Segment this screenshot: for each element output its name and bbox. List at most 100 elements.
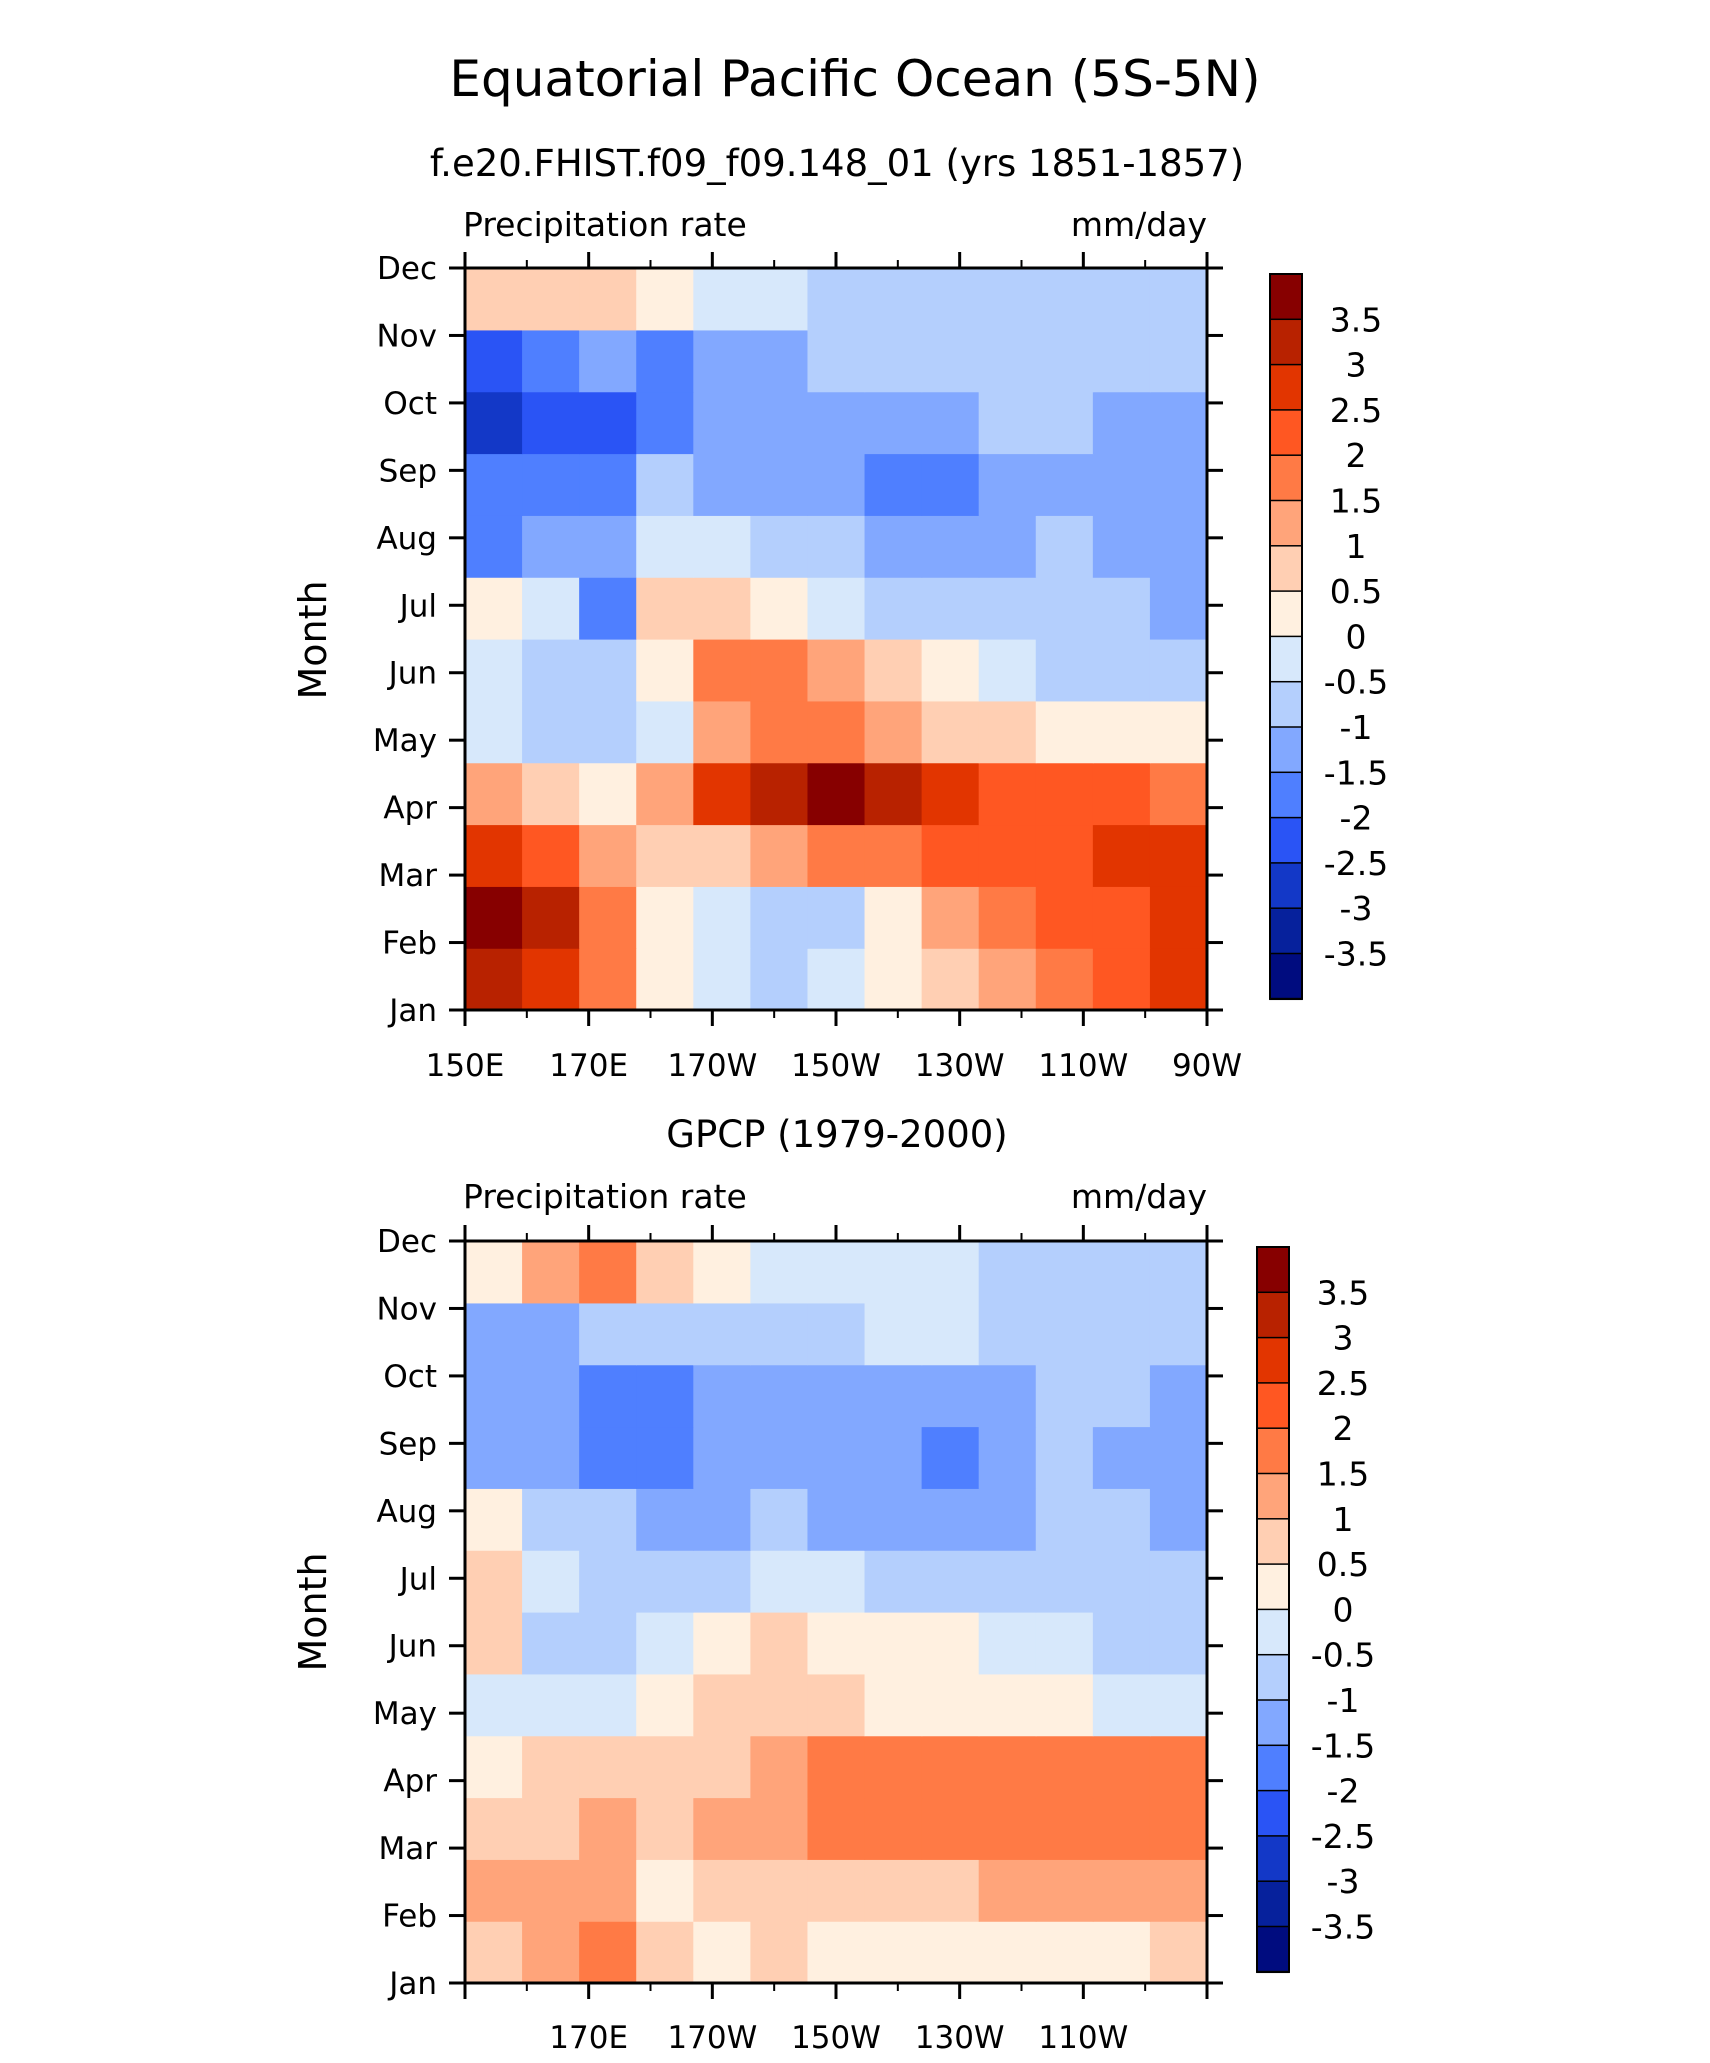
heatmap-cell (693, 1426, 751, 1489)
heatmap-cell (864, 1797, 923, 1860)
heatmap-cell (465, 329, 523, 393)
heatmap-cell (522, 577, 580, 640)
heatmap-cell (1092, 639, 1151, 702)
heatmap-cell (1092, 1488, 1151, 1551)
colorbar-segment (1269, 952, 1303, 1001)
p1-cb-label-6: 0.5 (1330, 572, 1382, 611)
heatmap-cell (1149, 762, 1208, 826)
heatmap-cell (1149, 391, 1208, 455)
heatmap-cell (465, 1364, 523, 1428)
p2-cb-label-13: -3 (1327, 1862, 1360, 1901)
heatmap-cell (921, 762, 980, 826)
heatmap-cell (1035, 1302, 1094, 1366)
heatmap-cell (465, 1302, 523, 1366)
heatmap-cell (750, 1488, 809, 1551)
colorbar-segment (1256, 1744, 1290, 1792)
heatmap-cell (465, 1921, 523, 1984)
heatmap-cell (864, 1426, 923, 1489)
heatmap-cell (579, 639, 637, 702)
heatmap-cell (807, 1735, 866, 1799)
p1-xtick-150w: 150W (791, 1048, 881, 1084)
p2-xtick-150w: 150W (791, 2020, 881, 2056)
heatmap-cell (750, 948, 809, 1011)
heatmap-cell (579, 886, 637, 949)
heatmap-cell (864, 762, 923, 826)
heatmap-cell (978, 1673, 1037, 1737)
heatmap-cell (807, 1302, 866, 1366)
heatmap-cell (693, 1859, 751, 1922)
heatmap-cell (465, 1612, 523, 1675)
heatmap-cell (807, 1612, 866, 1675)
panel-1-left-label: Precipitation rate (463, 205, 747, 244)
heatmap-cell (750, 1859, 809, 1922)
heatmap-cell (750, 886, 809, 949)
p1-xtick-90w: 90W (1172, 1048, 1242, 1084)
p2-cb-label-5: 1 (1333, 1500, 1354, 1539)
heatmap-cell (1092, 762, 1151, 826)
heatmap-cell (978, 886, 1037, 949)
heatmap-cell (1035, 700, 1094, 764)
heatmap-cell (579, 329, 637, 393)
heatmap-cell (693, 1921, 751, 1984)
heatmap-cell (1035, 762, 1094, 826)
heatmap-cell (693, 1488, 751, 1551)
colorbar-segment (1256, 1789, 1290, 1838)
heatmap-cell (693, 1673, 751, 1737)
heatmap-cell (465, 1241, 523, 1304)
heatmap-cell (465, 1859, 523, 1922)
heatmap-cell (579, 1241, 637, 1304)
heatmap-cell (1035, 886, 1094, 949)
heatmap-cell (1092, 268, 1151, 331)
heatmap-cell (1035, 1612, 1094, 1675)
heatmap-cell (1149, 700, 1208, 764)
heatmap-cell (1035, 1241, 1094, 1304)
colorbar-segment (1256, 1563, 1290, 1611)
heatmap-cell (636, 1364, 694, 1428)
heatmap-cell (636, 1797, 694, 1860)
heatmap-cell (807, 391, 866, 455)
panel-1-colorbar-labels: 3.5 3 2.5 2 1.5 1 0.5 0 -0.5 -1 -1.5 -2 … (1324, 300, 1388, 973)
heatmap-cell (465, 1673, 523, 1737)
heatmap-cell (864, 948, 923, 1011)
heatmap-cell (807, 1797, 866, 1860)
heatmap-cell (522, 1859, 580, 1922)
panel-1: f.e20.FHIST.f09_f09.148_01 (yrs 1851-185… (291, 142, 1388, 1084)
p1-ytick-feb: Feb (382, 926, 437, 962)
panel-2-left-label: Precipitation rate (463, 1177, 747, 1216)
heatmap-cell (1035, 948, 1094, 1011)
p1-ytick-jul: Jul (398, 588, 437, 624)
heatmap-cell (465, 1488, 523, 1551)
heatmap-cell (1035, 453, 1094, 516)
p2-ytick-feb: Feb (382, 1899, 437, 1935)
heatmap-cell (864, 515, 923, 578)
panel-2-colorbar (1256, 1246, 1290, 1974)
heatmap-cell (579, 700, 637, 764)
heatmap-cell (465, 268, 523, 331)
heatmap-cell (579, 1550, 637, 1613)
heatmap-cell (465, 1797, 523, 1860)
panel-2-y-tick-labels: Jan Feb Mar Apr May Jun Jul Aug Sep Oct … (373, 1224, 437, 2002)
panel-1-y-tick-labels: Jan Feb Mar Apr May Jun Jul Aug Sep Oct … (373, 251, 437, 1029)
heatmap-cell (465, 700, 523, 764)
p1-cb-label-4: 1.5 (1330, 482, 1382, 521)
heatmap-cell (693, 1612, 751, 1675)
p2-ytick-aug: Aug (376, 1494, 437, 1530)
panel-2-x-tick-labels: 170E 170W 150W 130W 110W (549, 2020, 1128, 2056)
heatmap-cell (807, 329, 866, 393)
heatmap-cell (636, 762, 694, 826)
p2-cb-label-6: 0.5 (1317, 1545, 1369, 1584)
heatmap-cell (921, 700, 980, 764)
heatmap-cell (750, 268, 809, 331)
colorbar-segment (1269, 590, 1303, 638)
heatmap-cell (807, 948, 866, 1011)
heatmap-cell (522, 639, 580, 702)
heatmap-cell (579, 1735, 637, 1799)
heatmap-cell (522, 1426, 580, 1489)
heatmap-cell (636, 1673, 694, 1737)
heatmap-cell (978, 1797, 1037, 1860)
p1-ytick-may: May (373, 723, 437, 759)
heatmap-cell (864, 1921, 923, 1984)
heatmap-cell (522, 700, 580, 764)
heatmap-cell (1035, 329, 1094, 393)
p2-cb-label-7: 0 (1333, 1590, 1354, 1629)
